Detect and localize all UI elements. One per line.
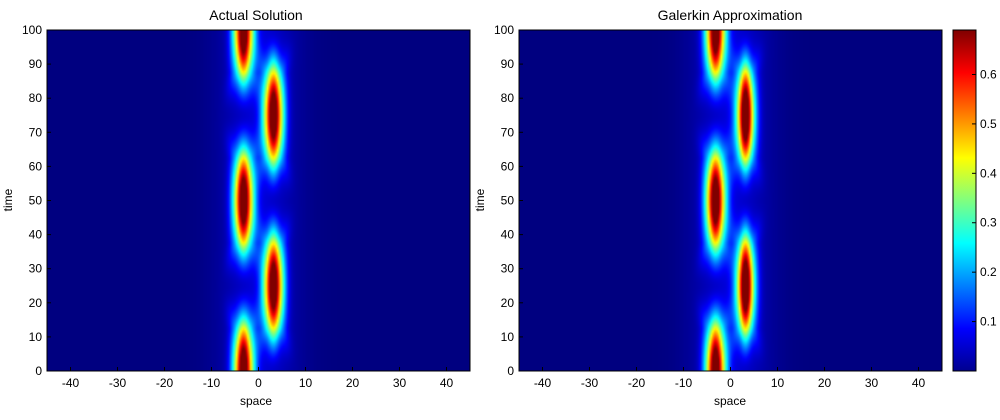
y-tick-label: 20 xyxy=(29,296,43,310)
x-tick-label: 0 xyxy=(727,376,734,390)
actual-solution-heatmap xyxy=(47,30,470,371)
y-tick-label: 10 xyxy=(29,330,43,344)
y-tick-label: 60 xyxy=(29,159,43,173)
colorbar-frame xyxy=(952,29,977,372)
colorbar-tick-label: 0.3 xyxy=(980,216,997,230)
x-tick-label: 0 xyxy=(255,376,262,390)
y-tick-label: 30 xyxy=(29,262,43,276)
galerkin-approximation-y-ticks: 0 10 20 30 40 50 60 70 80 90 100 xyxy=(494,23,523,378)
actual-solution-x-ticks: -40 -30 -20 -10 0 10 20 30 40 xyxy=(62,367,454,390)
x-tick-label: 20 xyxy=(818,376,832,390)
colorbar-tick-label: 0.2 xyxy=(980,265,997,279)
x-tick-label: -30 xyxy=(581,376,599,390)
actual-solution-title: Actual Solution xyxy=(209,7,302,23)
y-tick-label: 20 xyxy=(501,296,515,310)
x-tick-label: -10 xyxy=(203,376,221,390)
x-tick-label: -10 xyxy=(675,376,693,390)
x-tick-label: -40 xyxy=(534,376,552,390)
actual-solution-panel: Actual Solution -40 -30 -20 -10 0 10 20 30 40 0 1… xyxy=(1,7,471,408)
y-tick-label: 50 xyxy=(501,194,515,208)
x-tick-label: 40 xyxy=(440,376,454,390)
colorbar-gradient xyxy=(953,30,976,371)
x-tick-label: -20 xyxy=(628,376,646,390)
y-tick-label: 50 xyxy=(29,194,43,208)
actual-solution-xlabel: space xyxy=(240,394,272,408)
galerkin-approximation-xlabel: space xyxy=(714,394,746,408)
y-tick-label: 100 xyxy=(494,23,514,37)
y-tick-label: 40 xyxy=(29,228,43,242)
y-tick-label: 100 xyxy=(22,23,42,37)
y-tick-label: 60 xyxy=(501,159,515,173)
x-tick-label: 30 xyxy=(865,376,879,390)
colorbar-ticks: 0.1 0.2 0.3 0.4 0.5 0.6 xyxy=(972,67,997,329)
colorbar-tick-label: 0.6 xyxy=(980,67,997,81)
x-tick-label: 40 xyxy=(912,376,926,390)
x-tick-label: -20 xyxy=(156,376,174,390)
y-tick-label: 40 xyxy=(501,228,515,242)
x-tick-label: 10 xyxy=(299,376,313,390)
galerkin-approximation-panel: Galerkin Approximation -40 -30 -20 -10 0 10 20… xyxy=(473,7,943,408)
x-tick-label: 10 xyxy=(771,376,785,390)
y-tick-label: 10 xyxy=(501,330,515,344)
x-tick-label: 30 xyxy=(393,376,407,390)
y-tick-label: 70 xyxy=(29,125,43,139)
colorbar-tick-label: 0.1 xyxy=(980,315,997,329)
actual-solution-y-ticks: 0 10 20 30 40 50 60 70 80 90 100 xyxy=(22,23,51,378)
x-tick-label: 20 xyxy=(346,376,360,390)
galerkin-approximation-ylabel: time xyxy=(473,188,487,211)
colorbar: 0.1 0.2 0.3 0.4 0.5 0.6 xyxy=(952,29,997,372)
y-tick-label: 30 xyxy=(501,262,515,276)
y-tick-label: 70 xyxy=(501,125,515,139)
galerkin-approximation-title: Galerkin Approximation xyxy=(658,7,803,23)
y-tick-label: 90 xyxy=(29,57,43,71)
actual-solution-ylabel: time xyxy=(1,188,15,211)
galerkin-approximation-heatmap xyxy=(519,30,942,371)
y-tick-label: 80 xyxy=(501,91,515,105)
x-tick-label: -30 xyxy=(109,376,127,390)
y-tick-label: 80 xyxy=(29,91,43,105)
x-tick-label: -40 xyxy=(62,376,80,390)
galerkin-approximation-x-ticks: -40 -30 -20 -10 0 10 20 30 40 xyxy=(534,367,926,390)
y-tick-label: 0 xyxy=(507,364,514,378)
y-tick-label: 0 xyxy=(35,364,42,378)
colorbar-tick-label: 0.4 xyxy=(980,166,997,180)
y-tick-label: 90 xyxy=(501,57,515,71)
colorbar-tick-label: 0.5 xyxy=(980,117,997,131)
